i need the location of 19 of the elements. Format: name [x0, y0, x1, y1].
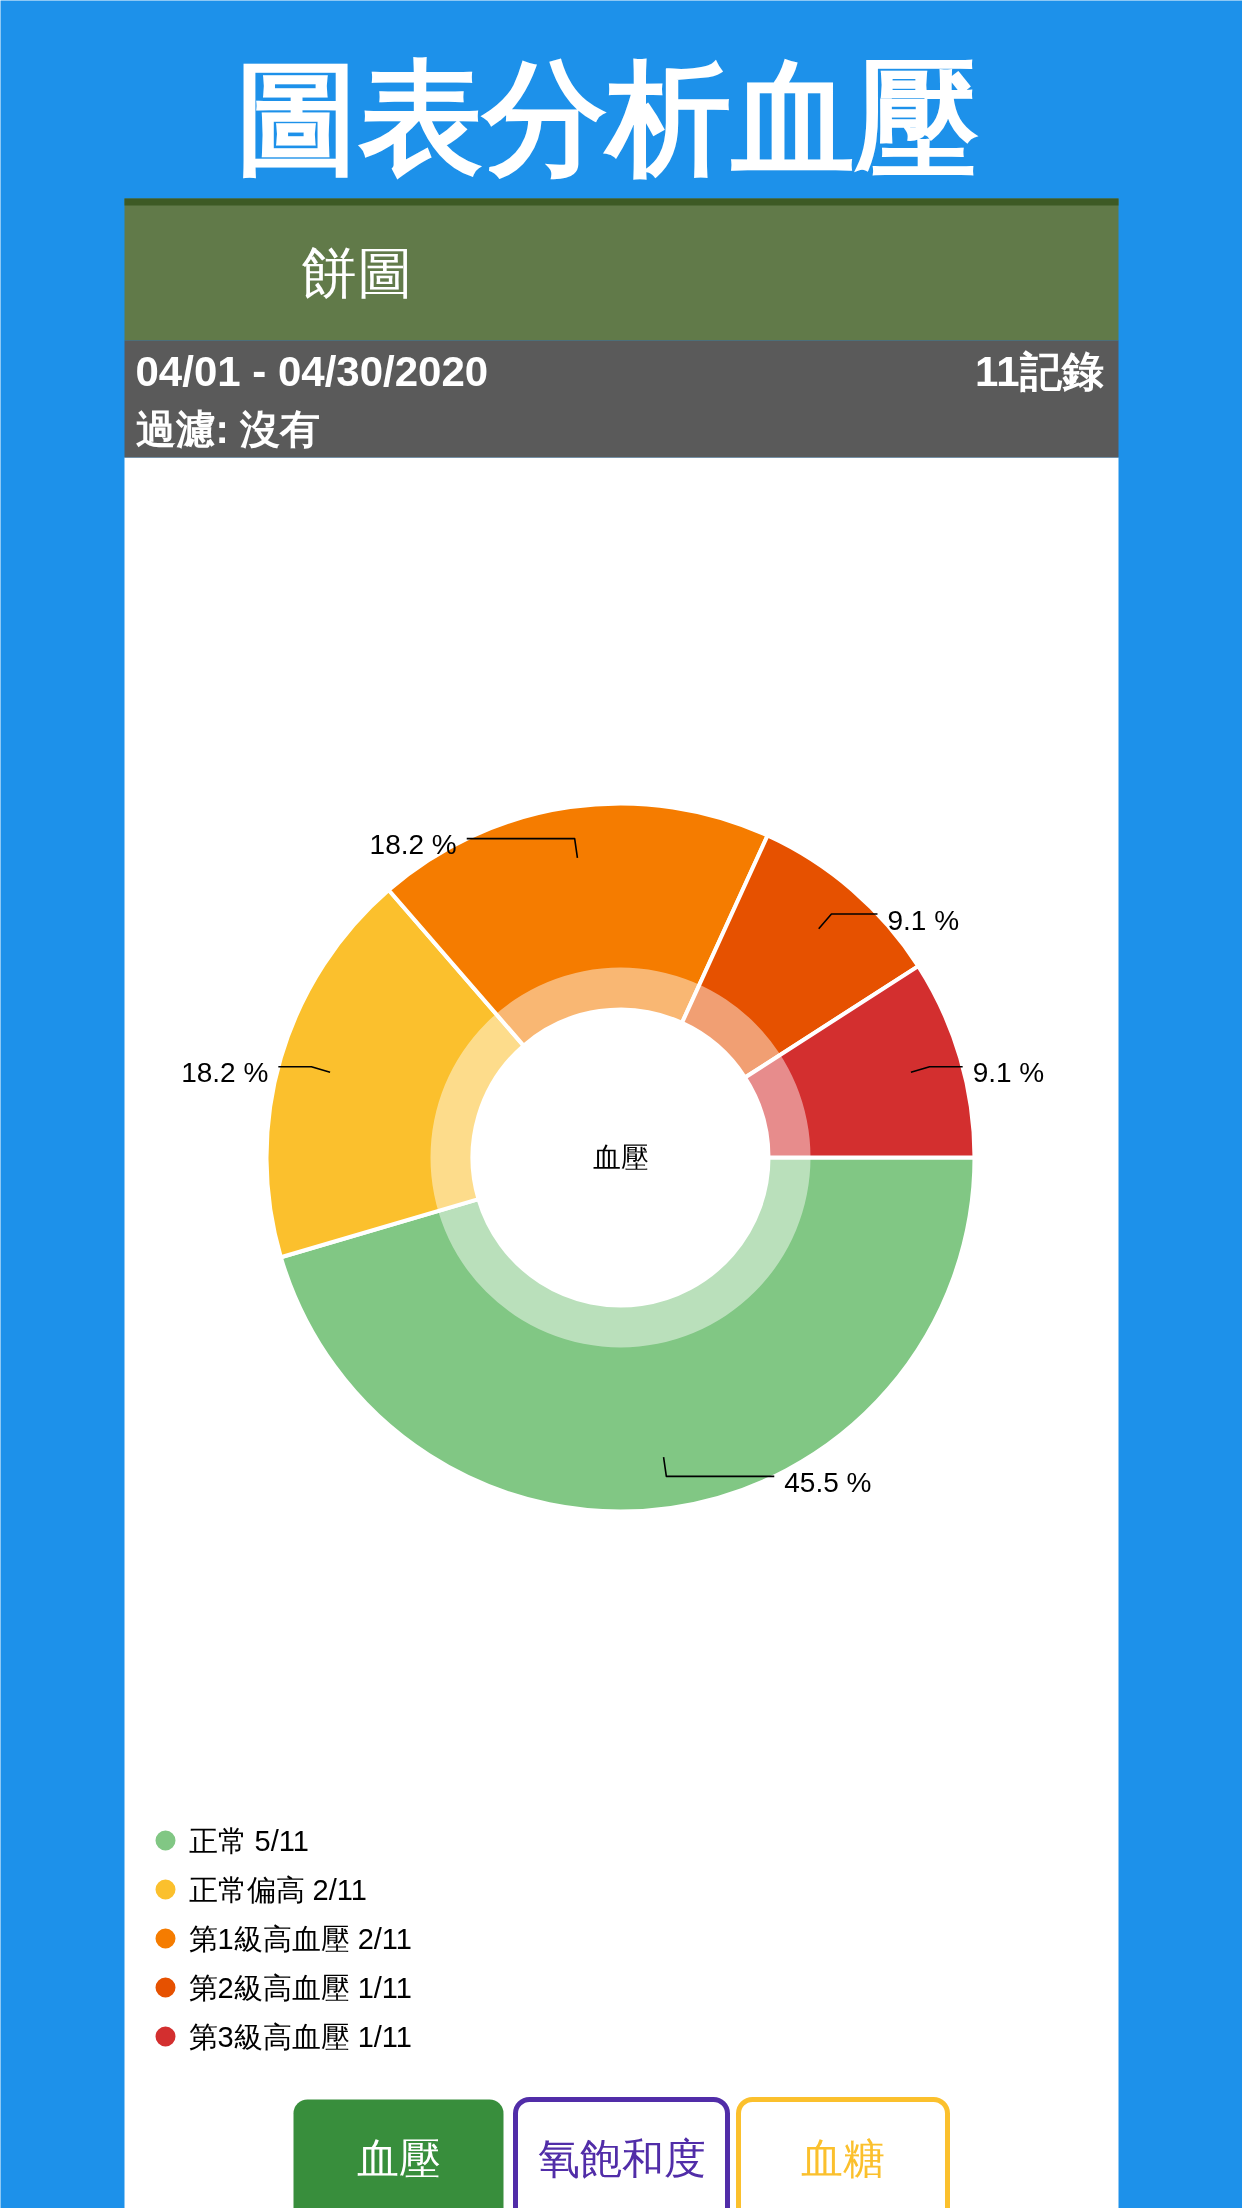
text: 過濾: 沒有	[135, 406, 320, 451]
data-label: 9.1 %	[887, 904, 960, 936]
legend-label: 第2級高血壓 1/11	[188, 1971, 412, 2004]
data-label: 45.5 %	[784, 1466, 872, 1498]
text: 血壓	[356, 2135, 441, 2182]
text: 血壓	[592, 1142, 649, 1173]
data-label: 18.2 %	[181, 1057, 269, 1089]
text: 04/01 - 04/30/2020	[135, 348, 489, 395]
data-label: 18.2 %	[369, 829, 457, 861]
legend-label: 正常 5/11	[188, 1824, 309, 1857]
chart-title: 圖表分析血壓	[234, 48, 979, 187]
text: 血糖	[801, 2135, 885, 2182]
chart-subtitle: 餅圖	[300, 241, 413, 304]
data-label: 9.1 %	[972, 1057, 1045, 1089]
text: 11記錄	[975, 348, 1104, 395]
text: 氧飽和度	[537, 2135, 706, 2182]
legend-label: 第1級高血壓 2/11	[188, 1922, 412, 1955]
legend-label: 第3級高血壓 1/11	[188, 2020, 412, 2053]
legend-label: 正常偏高 2/11	[188, 1873, 367, 1906]
